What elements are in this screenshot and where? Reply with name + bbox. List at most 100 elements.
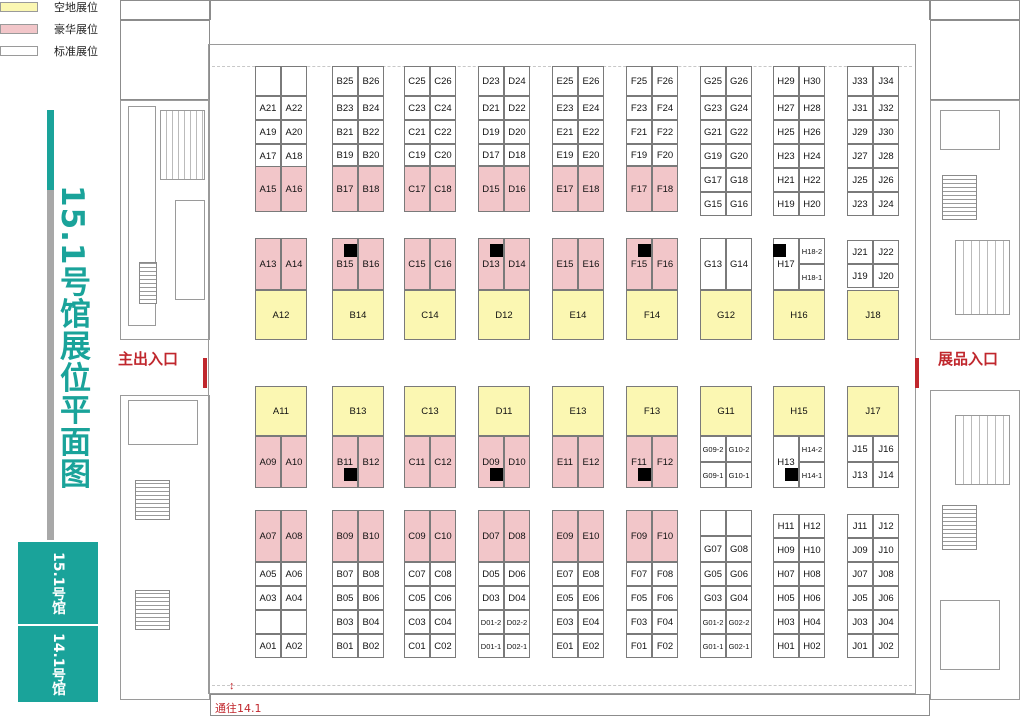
booth-e08[interactable]: E08 (578, 562, 604, 586)
booth-f23[interactable]: F23 (626, 96, 652, 120)
booth-j28[interactable]: J28 (873, 144, 899, 168)
booth-d23[interactable]: D23 (478, 66, 504, 96)
booth-j13[interactable]: J13 (847, 462, 873, 488)
booth-b16[interactable]: B16 (358, 238, 384, 290)
booth-f13[interactable]: F13 (626, 386, 678, 436)
booth-h15[interactable]: H15 (773, 386, 825, 436)
booth-h26[interactable]: H26 (799, 120, 825, 144)
booth-a19[interactable]: A19 (255, 120, 281, 144)
booth-h02[interactable]: H02 (799, 634, 825, 658)
booth-b19[interactable]: B19 (332, 144, 358, 166)
booth-b04[interactable]: B04 (358, 610, 384, 634)
booth-d20[interactable]: D20 (504, 120, 530, 144)
booth-e03[interactable]: E03 (552, 610, 578, 634)
booth-h03[interactable]: H03 (773, 610, 799, 634)
booth-c06[interactable]: C06 (430, 586, 456, 610)
booth-a03[interactable]: A03 (255, 586, 281, 610)
booth-e01[interactable]: E01 (552, 634, 578, 658)
booth-c15[interactable]: C15 (404, 238, 430, 290)
booth-j02[interactable]: J02 (873, 634, 899, 658)
booth-h25[interactable]: H25 (773, 120, 799, 144)
booth-d01-1[interactable]: D01-1 (478, 634, 504, 658)
booth-c18[interactable]: C18 (430, 166, 456, 212)
booth-a02[interactable]: A02 (281, 634, 307, 658)
booth-h27[interactable]: H27 (773, 96, 799, 120)
booth-g13[interactable]: G13 (700, 238, 726, 290)
booth-d07[interactable]: D07 (478, 510, 504, 562)
booth-e02[interactable]: E02 (578, 634, 604, 658)
booth-d10[interactable]: D10 (504, 436, 530, 488)
booth-d06[interactable]: D06 (504, 562, 530, 586)
booth-j15[interactable]: J15 (847, 436, 873, 462)
booth-e22[interactable]: E22 (578, 120, 604, 144)
booth-h30[interactable]: H30 (799, 66, 825, 96)
booth-c03[interactable]: C03 (404, 610, 430, 634)
booth-j29[interactable]: J29 (847, 120, 873, 144)
booth-j04[interactable]: J04 (873, 610, 899, 634)
booth-h18-2[interactable]: H18-2 (799, 238, 825, 264)
booth-h29[interactable]: H29 (773, 66, 799, 96)
booth-c10[interactable]: C10 (430, 510, 456, 562)
booth-h12[interactable]: H12 (799, 514, 825, 538)
booth-j01[interactable]: J01 (847, 634, 873, 658)
booth-d11[interactable]: D11 (478, 386, 530, 436)
booth-b21[interactable]: B21 (332, 120, 358, 144)
booth-d02-1[interactable]: D02-1 (504, 634, 530, 658)
booth-b02[interactable]: B02 (358, 634, 384, 658)
booth-e14[interactable]: E14 (552, 290, 604, 340)
booth-f14[interactable]: F14 (626, 290, 678, 340)
booth-g05[interactable]: G05 (700, 562, 726, 586)
booth-g04[interactable]: G04 (726, 586, 752, 610)
booth-c09[interactable]: C09 (404, 510, 430, 562)
booth-a12[interactable]: A12 (255, 290, 307, 340)
booth-g10-2[interactable]: G10-2 (726, 436, 752, 462)
booth-f26[interactable]: F26 (652, 66, 678, 96)
booth-g19[interactable]: G19 (700, 144, 726, 168)
booth-a18[interactable]: A18 (281, 144, 307, 168)
booth-h08[interactable]: H08 (799, 562, 825, 586)
booth-j18[interactable]: J18 (847, 290, 899, 340)
booth-g09-1[interactable]: G09-1 (700, 462, 726, 488)
booth-f16[interactable]: F16 (652, 238, 678, 290)
booth-d16[interactable]: D16 (504, 166, 530, 212)
booth-e16[interactable]: E16 (578, 238, 604, 290)
booth-b18[interactable]: B18 (358, 166, 384, 212)
booth-j33[interactable]: J33 (847, 66, 873, 96)
booth-b25[interactable]: B25 (332, 66, 358, 96)
booth-f20[interactable]: F20 (652, 144, 678, 166)
booth-d05[interactable]: D05 (478, 562, 504, 586)
booth-e20[interactable]: E20 (578, 144, 604, 166)
booth-f03[interactable]: F03 (626, 610, 652, 634)
booth-g22[interactable]: G22 (726, 120, 752, 144)
booth-c20[interactable]: C20 (430, 144, 456, 166)
booth-j30[interactable]: J30 (873, 120, 899, 144)
booth-b06[interactable]: B06 (358, 586, 384, 610)
booth-c23[interactable]: C23 (404, 96, 430, 120)
booth-j08[interactable]: J08 (873, 562, 899, 586)
booth-a-top-right[interactable] (281, 66, 307, 96)
booth-j03[interactable]: J03 (847, 610, 873, 634)
booth-a04[interactable]: A04 (281, 586, 307, 610)
booth-c02[interactable]: C02 (430, 634, 456, 658)
booth-c24[interactable]: C24 (430, 96, 456, 120)
booth-b01[interactable]: B01 (332, 634, 358, 658)
booth-g16[interactable]: G16 (726, 192, 752, 216)
booth-b05[interactable]: B05 (332, 586, 358, 610)
booth-b13[interactable]: B13 (332, 386, 384, 436)
booth-g07[interactable]: G07 (700, 536, 726, 562)
booth-a22[interactable]: A22 (281, 96, 307, 120)
booth-f24[interactable]: F24 (652, 96, 678, 120)
booth-b17[interactable]: B17 (332, 166, 358, 212)
booth-j11[interactable]: J11 (847, 514, 873, 538)
booth-g17[interactable]: G17 (700, 168, 726, 192)
booth-j23[interactable]: J23 (847, 192, 873, 216)
booth-a06[interactable]: A06 (281, 562, 307, 586)
booth-j31[interactable]: J31 (847, 96, 873, 120)
booth-c12[interactable]: C12 (430, 436, 456, 488)
booth-h22[interactable]: H22 (799, 168, 825, 192)
booth-h17[interactable]: H17 (773, 238, 799, 290)
booth-h19[interactable]: H19 (773, 192, 799, 216)
booth-e18[interactable]: E18 (578, 166, 604, 212)
booth-d12[interactable]: D12 (478, 290, 530, 340)
booth-g-blank-right[interactable] (726, 510, 752, 536)
